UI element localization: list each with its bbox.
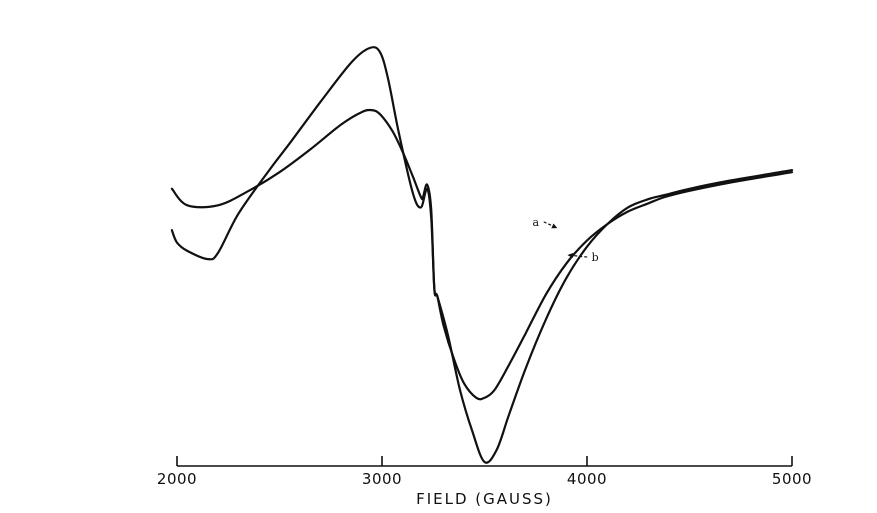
x-tick-label-5000: 5000 bbox=[772, 470, 812, 488]
annotation-arrowhead-a bbox=[551, 223, 558, 229]
annotation-label-b: b bbox=[592, 251, 599, 264]
annotation-arrowhead-b bbox=[567, 252, 574, 259]
x-ticks bbox=[176, 456, 793, 466]
annotation-label-a: a bbox=[532, 216, 539, 229]
x-axis-title: FIELD (GAUSS) bbox=[416, 490, 553, 508]
x-tick-label-2000: 2000 bbox=[157, 470, 197, 488]
x-axis: 2000 3000 4000 5000 FIELD (GAUSS) bbox=[157, 456, 812, 508]
series-a-line bbox=[170, 108, 794, 401]
curves-layer bbox=[170, 46, 794, 464]
x-tick-label-4000: 4000 bbox=[567, 470, 607, 488]
annotations-layer: ab bbox=[532, 216, 598, 264]
series-b-line bbox=[170, 46, 794, 464]
x-tick-label-3000: 3000 bbox=[362, 470, 402, 488]
x-tick-labels: 2000 3000 4000 5000 bbox=[157, 470, 812, 488]
